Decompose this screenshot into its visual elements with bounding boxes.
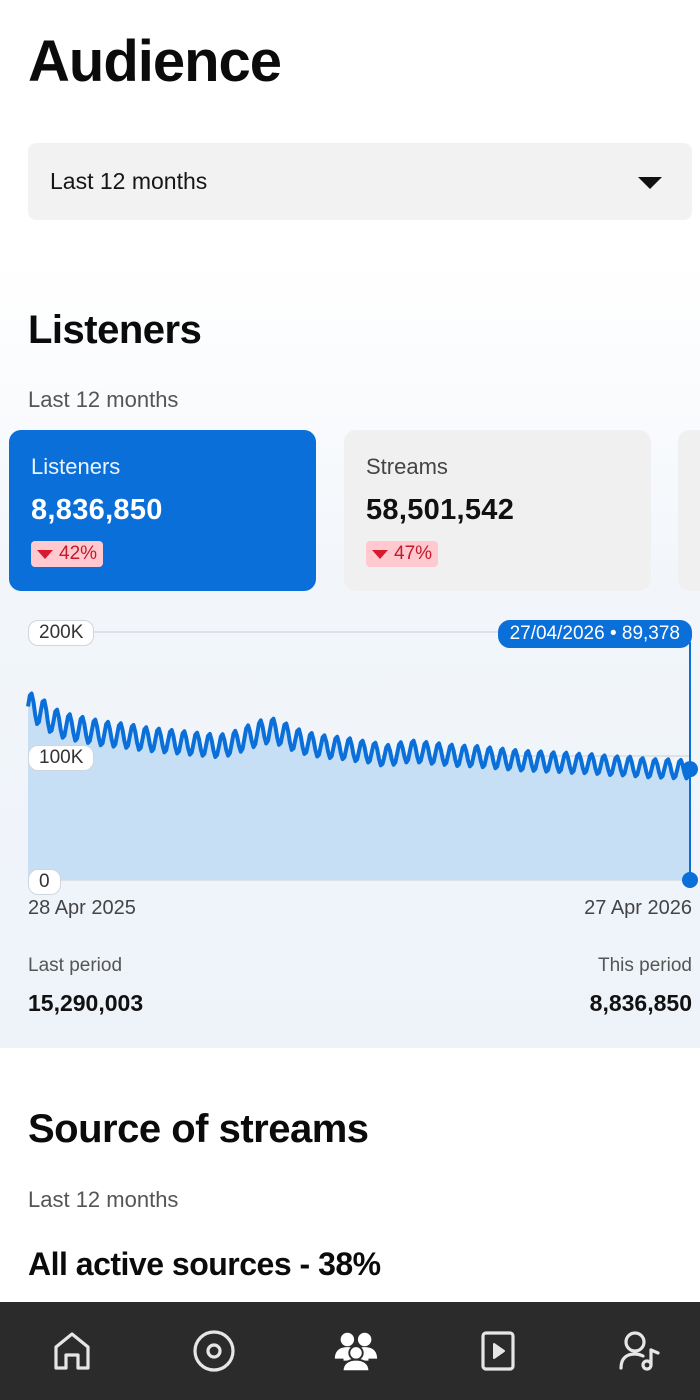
metric-change-badge: 42% bbox=[31, 541, 104, 567]
audience-icon bbox=[334, 1332, 378, 1373]
listeners-chart-svg bbox=[26, 631, 698, 888]
nav-home[interactable] bbox=[48, 1327, 96, 1375]
last-period-label: Last period bbox=[28, 955, 123, 976]
period-dropdown-value: Last 12 months bbox=[50, 168, 208, 194]
home-icon bbox=[54, 1332, 90, 1370]
y-tick-label: 100K bbox=[28, 745, 95, 771]
listeners-section bbox=[0, 262, 700, 1048]
next-metric-card[interactable] bbox=[678, 430, 700, 591]
nav-music[interactable] bbox=[190, 1327, 238, 1375]
period-dropdown[interactable]: Last 12 months bbox=[28, 143, 692, 220]
chart-cursor-dot bbox=[682, 761, 698, 778]
x-axis-end-label: 27 Apr 2026 bbox=[584, 897, 692, 919]
x-axis-start-label: 28 Apr 2025 bbox=[28, 897, 136, 919]
streams-metric-card[interactable]: Streams 58,501,542 47% bbox=[344, 430, 651, 591]
metric-change-value: 42% bbox=[59, 543, 98, 564]
trend-down-icon bbox=[372, 549, 388, 559]
listeners-chart[interactable]: 200K 100K 0 27/04/2026 • 89,378 bbox=[0, 612, 700, 912]
listeners-metric-card[interactable]: Listeners 8,836,850 42% bbox=[9, 430, 316, 591]
listeners-title: Listeners bbox=[28, 308, 202, 352]
metric-label: Listeners bbox=[31, 454, 121, 479]
chevron-down-icon bbox=[638, 177, 662, 189]
y-tick-label: 200K bbox=[28, 620, 95, 646]
chart-cursor-base-dot bbox=[682, 872, 698, 888]
bottom-navigation bbox=[0, 1302, 700, 1400]
series-area bbox=[28, 693, 690, 880]
nav-profile[interactable] bbox=[616, 1327, 664, 1375]
metric-change-value: 47% bbox=[394, 543, 433, 564]
source-of-streams-subtitle: Last 12 months bbox=[28, 1187, 179, 1212]
last-period-value: 15,290,003 bbox=[28, 990, 144, 1016]
series-line bbox=[26, 691, 692, 781]
metric-value: 58,501,542 bbox=[366, 494, 515, 526]
music-disc-icon bbox=[193, 1330, 235, 1372]
chart-tooltip: 27/04/2026 • 89,378 bbox=[497, 620, 692, 648]
this-period-label: This period bbox=[598, 955, 692, 976]
trend-down-icon bbox=[37, 549, 53, 559]
artist-profile-icon bbox=[619, 1331, 660, 1371]
nav-videos[interactable] bbox=[474, 1327, 522, 1375]
video-play-icon bbox=[481, 1331, 515, 1371]
source-of-streams-title: Source of streams bbox=[28, 1107, 369, 1151]
y-tick-label: 0 bbox=[28, 869, 61, 895]
active-sources-headline: All active sources - 38% bbox=[28, 1246, 381, 1282]
metric-label: Streams bbox=[366, 454, 448, 479]
page-title: Audience bbox=[28, 29, 282, 94]
listeners-subtitle: Last 12 months bbox=[28, 387, 179, 412]
metric-change-badge: 47% bbox=[366, 541, 439, 567]
nav-audience[interactable] bbox=[332, 1327, 380, 1375]
metric-value: 8,836,850 bbox=[31, 494, 163, 526]
this-period-value: 8,836,850 bbox=[589, 990, 692, 1016]
